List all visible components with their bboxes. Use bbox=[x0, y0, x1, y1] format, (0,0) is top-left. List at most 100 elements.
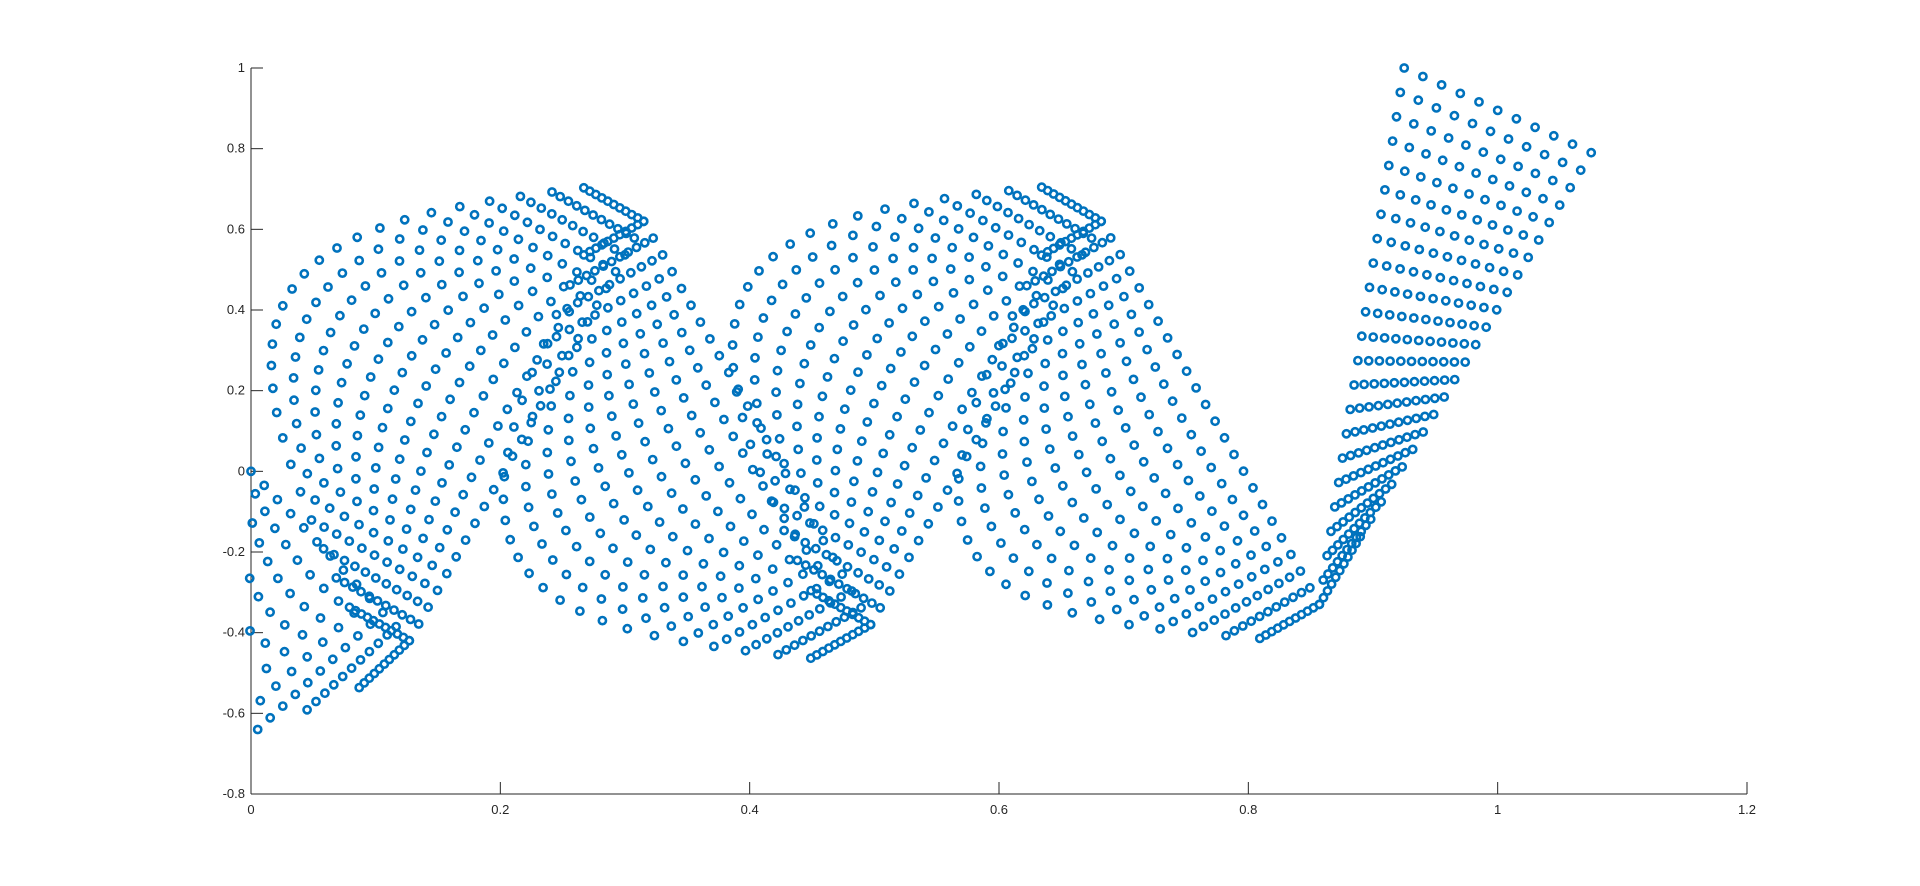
data-point bbox=[1089, 242, 1099, 253]
data-point bbox=[1158, 379, 1169, 390]
data-point bbox=[1402, 289, 1413, 299]
data-point bbox=[1461, 140, 1471, 150]
data-point bbox=[459, 226, 470, 237]
y-tick-label: 0.6 bbox=[227, 221, 245, 236]
data-point bbox=[1339, 558, 1349, 569]
data-point bbox=[1474, 97, 1484, 107]
data-point bbox=[1058, 370, 1068, 381]
data-point bbox=[1032, 539, 1042, 550]
data-point bbox=[259, 480, 270, 491]
data-point bbox=[641, 281, 652, 291]
data-point bbox=[971, 397, 982, 408]
data-point bbox=[1456, 255, 1467, 266]
data-point bbox=[772, 409, 782, 420]
data-point bbox=[1369, 442, 1380, 453]
data-point bbox=[557, 258, 568, 269]
data-point bbox=[967, 387, 977, 398]
data-point bbox=[1046, 310, 1057, 321]
data-point bbox=[561, 569, 572, 580]
data-point bbox=[287, 284, 297, 294]
data-point bbox=[546, 401, 557, 411]
data-point bbox=[727, 340, 738, 350]
data-point bbox=[976, 483, 987, 493]
data-point bbox=[817, 525, 828, 536]
data-point bbox=[658, 581, 668, 592]
data-point bbox=[988, 387, 999, 398]
data-point bbox=[1053, 214, 1064, 224]
data-point bbox=[968, 299, 979, 310]
data-point bbox=[373, 638, 384, 649]
data-point bbox=[861, 304, 871, 315]
data-point bbox=[479, 501, 490, 512]
data-point bbox=[1128, 374, 1139, 385]
data-point bbox=[978, 215, 988, 226]
data-point bbox=[576, 494, 587, 505]
data-point bbox=[839, 404, 850, 415]
data-point bbox=[476, 235, 486, 246]
data-point bbox=[1232, 535, 1243, 546]
data-point bbox=[370, 308, 381, 319]
data-point bbox=[1279, 597, 1290, 607]
data-point bbox=[724, 477, 735, 488]
data-point bbox=[1063, 588, 1073, 599]
data-point bbox=[434, 542, 445, 553]
data-point bbox=[584, 357, 595, 368]
data-point bbox=[622, 623, 633, 634]
data-point bbox=[253, 591, 264, 602]
data-point bbox=[1059, 391, 1070, 402]
data-point bbox=[315, 613, 326, 623]
data-point bbox=[609, 244, 620, 254]
data-point bbox=[812, 477, 823, 488]
data-point bbox=[1341, 428, 1352, 439]
data-point bbox=[908, 264, 919, 275]
data-point bbox=[1363, 355, 1374, 366]
data-point bbox=[270, 681, 281, 691]
data-point bbox=[405, 614, 416, 625]
data-point bbox=[591, 300, 602, 311]
data-point bbox=[876, 380, 887, 391]
data-point bbox=[1372, 233, 1383, 244]
data-point bbox=[1111, 273, 1122, 284]
data-point bbox=[998, 426, 1008, 437]
data-point bbox=[618, 582, 628, 592]
data-point bbox=[1356, 467, 1366, 478]
y-tick-label: 1 bbox=[238, 60, 245, 75]
data-point bbox=[1464, 235, 1475, 246]
data-point bbox=[280, 539, 291, 550]
data-point bbox=[1085, 288, 1096, 299]
data-point bbox=[374, 663, 385, 674]
data-point bbox=[1512, 206, 1522, 216]
data-point bbox=[773, 605, 783, 616]
data-point bbox=[339, 511, 350, 522]
data-point bbox=[892, 479, 903, 489]
data-point bbox=[805, 518, 815, 528]
data-point bbox=[1433, 316, 1443, 326]
data-point bbox=[920, 316, 930, 327]
data-point bbox=[904, 508, 915, 518]
data-point bbox=[1206, 462, 1217, 473]
data-point bbox=[254, 538, 265, 548]
data-point bbox=[513, 234, 524, 245]
data-point bbox=[465, 317, 476, 328]
data-point bbox=[1377, 473, 1387, 484]
data-point bbox=[1124, 575, 1135, 586]
data-point bbox=[1045, 231, 1056, 242]
data-point bbox=[1419, 376, 1430, 387]
data-point bbox=[793, 444, 804, 455]
data-point bbox=[981, 417, 991, 428]
data-point bbox=[1111, 604, 1122, 615]
data-point bbox=[1372, 308, 1383, 319]
data-point bbox=[437, 477, 447, 488]
data-point bbox=[835, 423, 846, 434]
data-point bbox=[657, 249, 668, 260]
data-point bbox=[812, 432, 822, 443]
data-point bbox=[460, 424, 471, 435]
data-point bbox=[1326, 526, 1336, 537]
data-point bbox=[1384, 309, 1395, 320]
data-point bbox=[551, 309, 562, 320]
data-point bbox=[277, 701, 288, 711]
data-point bbox=[1067, 607, 1078, 618]
data-point bbox=[972, 551, 982, 562]
x-tick-label: 0 bbox=[247, 802, 254, 817]
data-point bbox=[1274, 578, 1284, 589]
